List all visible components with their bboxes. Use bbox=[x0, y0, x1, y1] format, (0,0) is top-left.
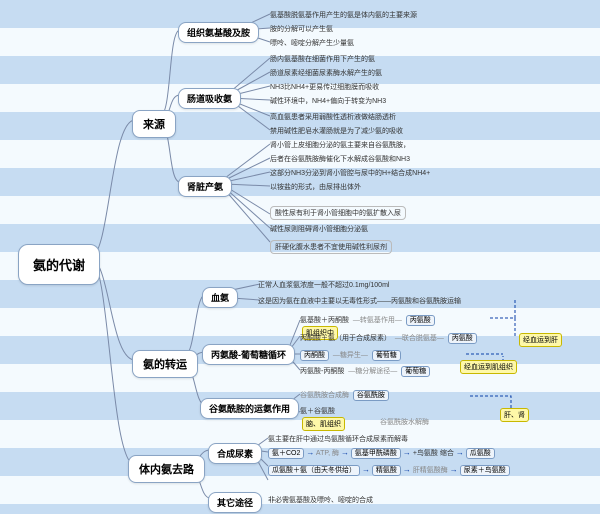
row-ala4: 丙氨酸-丙酮酸 —糖分解途径— 葡萄糖 bbox=[300, 366, 430, 376]
row-ala3: 丙酮酸 —糖异生— 葡萄糖 bbox=[300, 350, 401, 360]
sub-urea: 合成尿素 bbox=[208, 443, 262, 464]
branch-fate: 体内氨去路 bbox=[128, 455, 205, 483]
tag-liver-kidney: 肝、肾 bbox=[500, 408, 529, 422]
leaf: 肾小管上皮细胞分泌的氨主要来自谷氨酰胺， bbox=[270, 140, 410, 150]
sub-ala-glucose: 丙氨酸-葡萄糖循环 bbox=[202, 344, 295, 365]
leaf: 氨基酸脱氨基作用产生的氨是体内氨的主要来源 bbox=[270, 10, 417, 20]
root-node: 氨的代谢 bbox=[18, 244, 100, 285]
tag-blood-to-muscle: 经血运到肌组织 bbox=[460, 360, 517, 374]
leaf: 胺的分解可以产生氨 bbox=[270, 24, 333, 34]
row-ala2: 丙酮酸＋氨（用于合成尿素） —联合脱氨基— 丙氨酸 bbox=[300, 333, 477, 343]
leaf: 碱性尿则阻碍肾小管细胞分泌氨 bbox=[270, 224, 368, 234]
leaf: NH3比NH4+更易传过细胞膜而吸收 bbox=[270, 82, 379, 92]
leaf: 这是因为氨在血液中主要以无毒性形式——丙氨酸和谷氨酰胺运输 bbox=[258, 296, 461, 306]
row-gln1: 谷氨酰胺合成酶 谷氨酰胺 bbox=[300, 390, 389, 400]
urea-row1: 氨＋CO2 → ATP, 酶 → 氨基甲酰磷酸 → +鸟氨酸 缩合 → 瓜氨酸 bbox=[268, 448, 495, 458]
leaf: 酸性尿有利于肾小管细胞中的氨扩散入尿 bbox=[270, 206, 406, 220]
pill: 丙氨酸 bbox=[406, 315, 435, 326]
branch-source: 来源 bbox=[132, 110, 176, 138]
leaf: 这部分NH3分泌到肾小管腔与尿中的H+结合成NH4+ bbox=[270, 168, 430, 178]
leaf: 碱性环境中，NH4+偏向于转变为NH3 bbox=[270, 96, 386, 106]
sub-kidney: 肾脏产氨 bbox=[178, 176, 232, 197]
leaf: 高血氨患者采用弱酸性透析液做结肠透析 bbox=[270, 112, 396, 122]
tag-blood-to-liver: 经血运到肝 bbox=[519, 333, 562, 347]
sub-tissue-aa: 组织氨基酸及胺 bbox=[178, 22, 259, 43]
tag-brain-muscle: 脑、肌组织 bbox=[302, 417, 345, 431]
leaf: 肠内氨基酸在细菌作用下产生的氨 bbox=[270, 54, 375, 64]
leaf: 正常人血浆氨浓度一般不超过0.1mg/100ml bbox=[258, 280, 389, 290]
arrow-label: —转氨基作用— bbox=[351, 317, 404, 324]
leaf: 以铵盐的形式，由尿排出体外 bbox=[270, 182, 361, 192]
leaf: 禁用碱性肥皂水灌肠就是为了减少氨的吸收 bbox=[270, 126, 403, 136]
leaf: 肠道尿素经细菌尿素酶水解产生的氨 bbox=[270, 68, 382, 78]
leaf: 嘌呤、嘧啶分解产生少量氨 bbox=[270, 38, 354, 48]
leaf: 后者在谷氨酰胺酶催化下水解成谷氨酸和NH3 bbox=[270, 154, 410, 164]
sub-glutamine: 谷氨酰胺的运氨作用 bbox=[200, 398, 299, 419]
row-ala1: 氨基酸＋丙酮酸 —转氨基作用— 丙氨酸 bbox=[300, 315, 435, 325]
urea-desc: 氨主要在肝中通过鸟氨酸循环合成尿素而解毒 bbox=[268, 434, 408, 444]
sub-intestine: 肠道吸收氨 bbox=[178, 88, 241, 109]
branch-transport: 氨的转运 bbox=[132, 350, 198, 378]
urea-row2: 瓜氨酸＋氨（由天冬供给） → 精氨酸 → 肝精氨酸酶 → 尿素＋鸟氨酸 bbox=[268, 465, 510, 475]
sub-blood-ammonia: 血氨 bbox=[202, 287, 238, 308]
other-path: 非必需氨基酸及嘌呤、嘧啶的合成 bbox=[268, 495, 373, 505]
hydrolase: 谷氨酰胺水解酶 bbox=[380, 417, 429, 427]
row-gln2: 氨＋谷氨酸 bbox=[300, 406, 335, 416]
sub-other: 其它途径 bbox=[208, 492, 262, 513]
leaf: 肝硬化腹水患者不宜使用碱性利尿剂 bbox=[270, 240, 392, 254]
